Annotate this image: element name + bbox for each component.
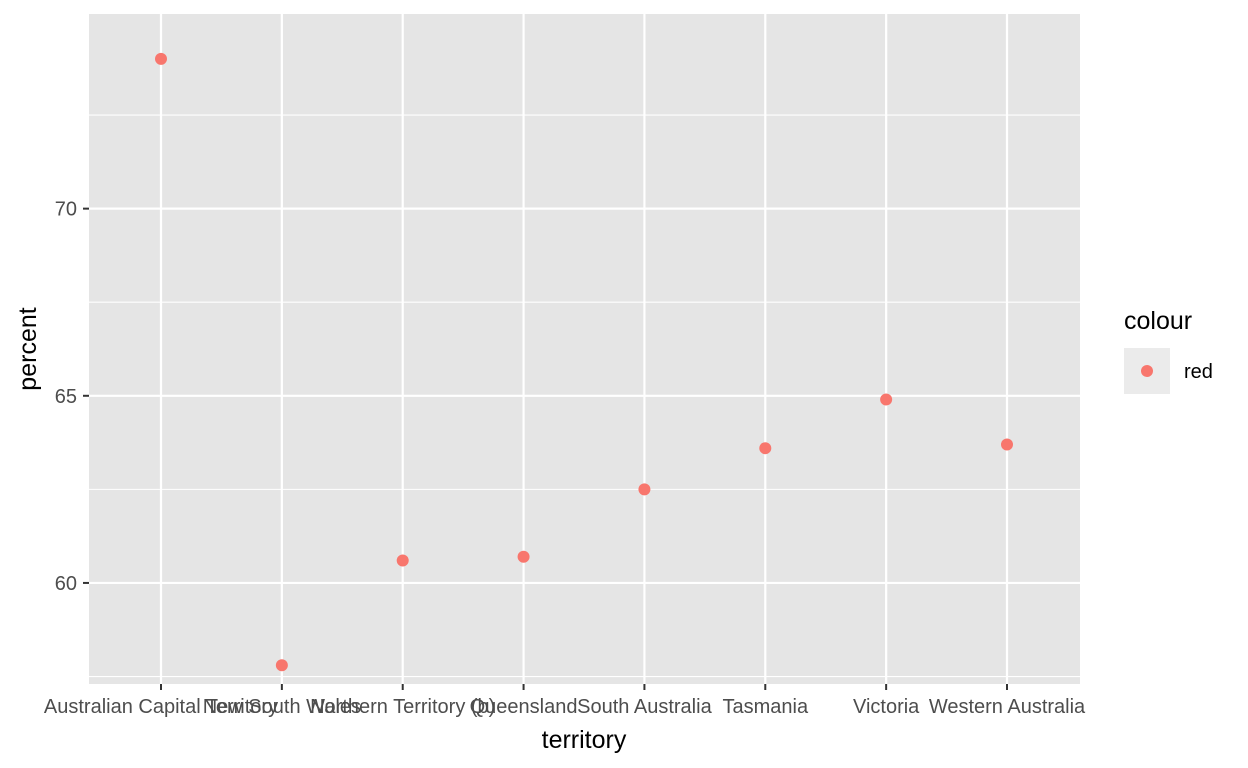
legend-label: red	[1184, 361, 1213, 383]
x-tick-label: Tasmania	[722, 696, 808, 718]
data-point	[880, 393, 893, 406]
plot-panel	[89, 14, 1080, 684]
data-points	[155, 52, 1013, 672]
x-tick-label: South Australia	[577, 696, 712, 718]
data-point	[517, 550, 530, 563]
y-tick-label: 70	[55, 199, 77, 221]
x-tick-label: Western Australia	[929, 696, 1086, 718]
data-point	[155, 52, 167, 65]
data-point	[396, 554, 409, 567]
x-tick-label: New South Wales	[203, 696, 361, 718]
data-point	[638, 483, 651, 496]
major-gridlines	[89, 14, 1080, 684]
x-tick-label: Victoria	[853, 696, 920, 718]
x-tick-label: Northern Territory (b)	[310, 696, 495, 718]
data-point	[759, 442, 772, 455]
legend: colour red	[1124, 307, 1213, 394]
x-tick-label: Australian Capital Territory	[44, 696, 278, 718]
data-point	[275, 659, 288, 672]
minor-gridlines	[89, 114, 1080, 678]
y-axis-title: percent	[14, 307, 42, 390]
legend-title: colour	[1124, 307, 1192, 335]
data-point	[1001, 438, 1013, 451]
legend-key-point	[1141, 365, 1153, 377]
y-tick-label: 65	[55, 386, 77, 408]
y-axis: 60 65 70	[55, 199, 89, 595]
x-tick-label: Queensland	[470, 696, 578, 718]
x-axis-title: territory	[542, 726, 627, 754]
y-tick-label: 60	[55, 573, 77, 595]
